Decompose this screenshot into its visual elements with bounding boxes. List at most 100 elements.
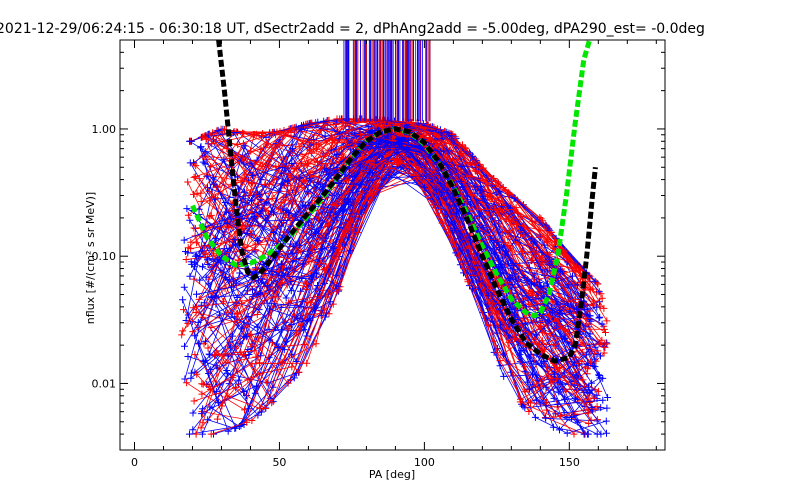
red-point bbox=[184, 319, 192, 327]
blue-point bbox=[346, 247, 354, 255]
blue-point bbox=[591, 277, 599, 285]
blue-point bbox=[229, 332, 236, 340]
blue-point bbox=[421, 183, 429, 191]
blue-curve-line bbox=[202, 164, 585, 435]
x-axis-label: PA [deg] bbox=[369, 468, 415, 481]
blue-point bbox=[560, 335, 568, 343]
blue-point bbox=[596, 313, 604, 321]
blue-point bbox=[495, 254, 502, 262]
red-point bbox=[338, 144, 345, 152]
red-point bbox=[178, 331, 186, 339]
blue-point bbox=[199, 158, 207, 166]
red-point bbox=[479, 164, 487, 172]
blue-point bbox=[475, 277, 483, 285]
blue-point bbox=[244, 346, 252, 353]
red-point bbox=[184, 178, 192, 186]
red-point bbox=[344, 188, 352, 196]
blue-point bbox=[511, 311, 519, 319]
red-point bbox=[252, 353, 260, 361]
red-point bbox=[572, 296, 579, 304]
blue-point bbox=[479, 224, 487, 232]
y-axis-label: nflux [#/(cm² s sr MeV)] bbox=[84, 192, 97, 324]
blue-point bbox=[258, 207, 266, 215]
blue-point bbox=[528, 235, 536, 243]
y-tick-label: 0.10 bbox=[92, 250, 117, 263]
red-point bbox=[456, 223, 464, 231]
red-curve bbox=[206, 159, 601, 424]
red-point bbox=[247, 147, 255, 155]
red-point bbox=[408, 119, 416, 127]
red-point bbox=[198, 133, 206, 141]
red-point bbox=[521, 363, 529, 371]
red-point bbox=[550, 413, 558, 421]
red-point bbox=[193, 370, 201, 378]
blue-point bbox=[485, 291, 493, 299]
blue-point bbox=[255, 237, 263, 245]
blue-point bbox=[255, 191, 263, 198]
blue-point bbox=[270, 229, 278, 236]
blue-point bbox=[334, 282, 342, 290]
red-point bbox=[593, 403, 601, 411]
red-point bbox=[198, 380, 206, 388]
x-tick-label: 100 bbox=[414, 456, 435, 469]
red-point bbox=[503, 279, 511, 287]
blue-point bbox=[266, 305, 274, 313]
y-tick-label: 1.00 bbox=[92, 123, 117, 136]
blue-point bbox=[230, 129, 238, 137]
blue-point bbox=[595, 371, 603, 379]
red-point bbox=[547, 228, 555, 236]
red-point bbox=[247, 189, 254, 197]
red-point bbox=[190, 160, 198, 168]
red-point bbox=[197, 198, 205, 206]
red-point bbox=[345, 127, 353, 135]
blue-point bbox=[297, 302, 305, 310]
red-point bbox=[190, 190, 197, 198]
red-point bbox=[290, 165, 298, 173]
red-point bbox=[202, 135, 210, 143]
red-point bbox=[287, 297, 295, 305]
blue-point bbox=[350, 180, 358, 188]
blue-point bbox=[416, 143, 424, 151]
blue-point bbox=[335, 179, 343, 187]
red-point bbox=[387, 164, 395, 172]
red-point bbox=[263, 378, 271, 386]
red-point bbox=[594, 347, 602, 355]
blue-point bbox=[314, 282, 321, 289]
red-point bbox=[248, 417, 256, 424]
y-tick-label: 0.01 bbox=[92, 377, 117, 390]
blue-point bbox=[244, 313, 252, 320]
blue-point bbox=[574, 418, 582, 426]
red-point bbox=[586, 307, 594, 315]
red-point bbox=[189, 304, 197, 312]
red-point bbox=[586, 358, 594, 366]
red-point bbox=[543, 398, 550, 406]
blue-curve-line bbox=[205, 174, 603, 409]
red-point bbox=[192, 162, 200, 170]
blue-point bbox=[449, 195, 457, 203]
red-point bbox=[197, 424, 205, 432]
red-point bbox=[527, 399, 534, 407]
red-point bbox=[451, 133, 459, 141]
red-point bbox=[366, 157, 374, 165]
blue-point bbox=[198, 430, 206, 438]
red-point bbox=[276, 128, 284, 136]
red-point bbox=[595, 387, 603, 395]
blue-point bbox=[223, 219, 231, 227]
red-point bbox=[252, 130, 260, 138]
blue-point bbox=[282, 206, 290, 214]
red-point bbox=[603, 317, 611, 325]
red-point bbox=[206, 212, 214, 220]
red-point bbox=[209, 129, 217, 137]
red-point bbox=[513, 221, 520, 229]
red-point bbox=[222, 359, 230, 367]
blue-point bbox=[242, 333, 250, 341]
red-point bbox=[510, 335, 518, 343]
blue-point bbox=[236, 269, 244, 277]
blue-point bbox=[595, 372, 603, 380]
data-layer bbox=[178, 40, 612, 438]
blue-curve bbox=[199, 148, 610, 437]
red-point bbox=[426, 135, 434, 143]
blue-curve bbox=[179, 172, 582, 426]
red-point bbox=[570, 430, 578, 438]
blue-point bbox=[263, 299, 271, 307]
